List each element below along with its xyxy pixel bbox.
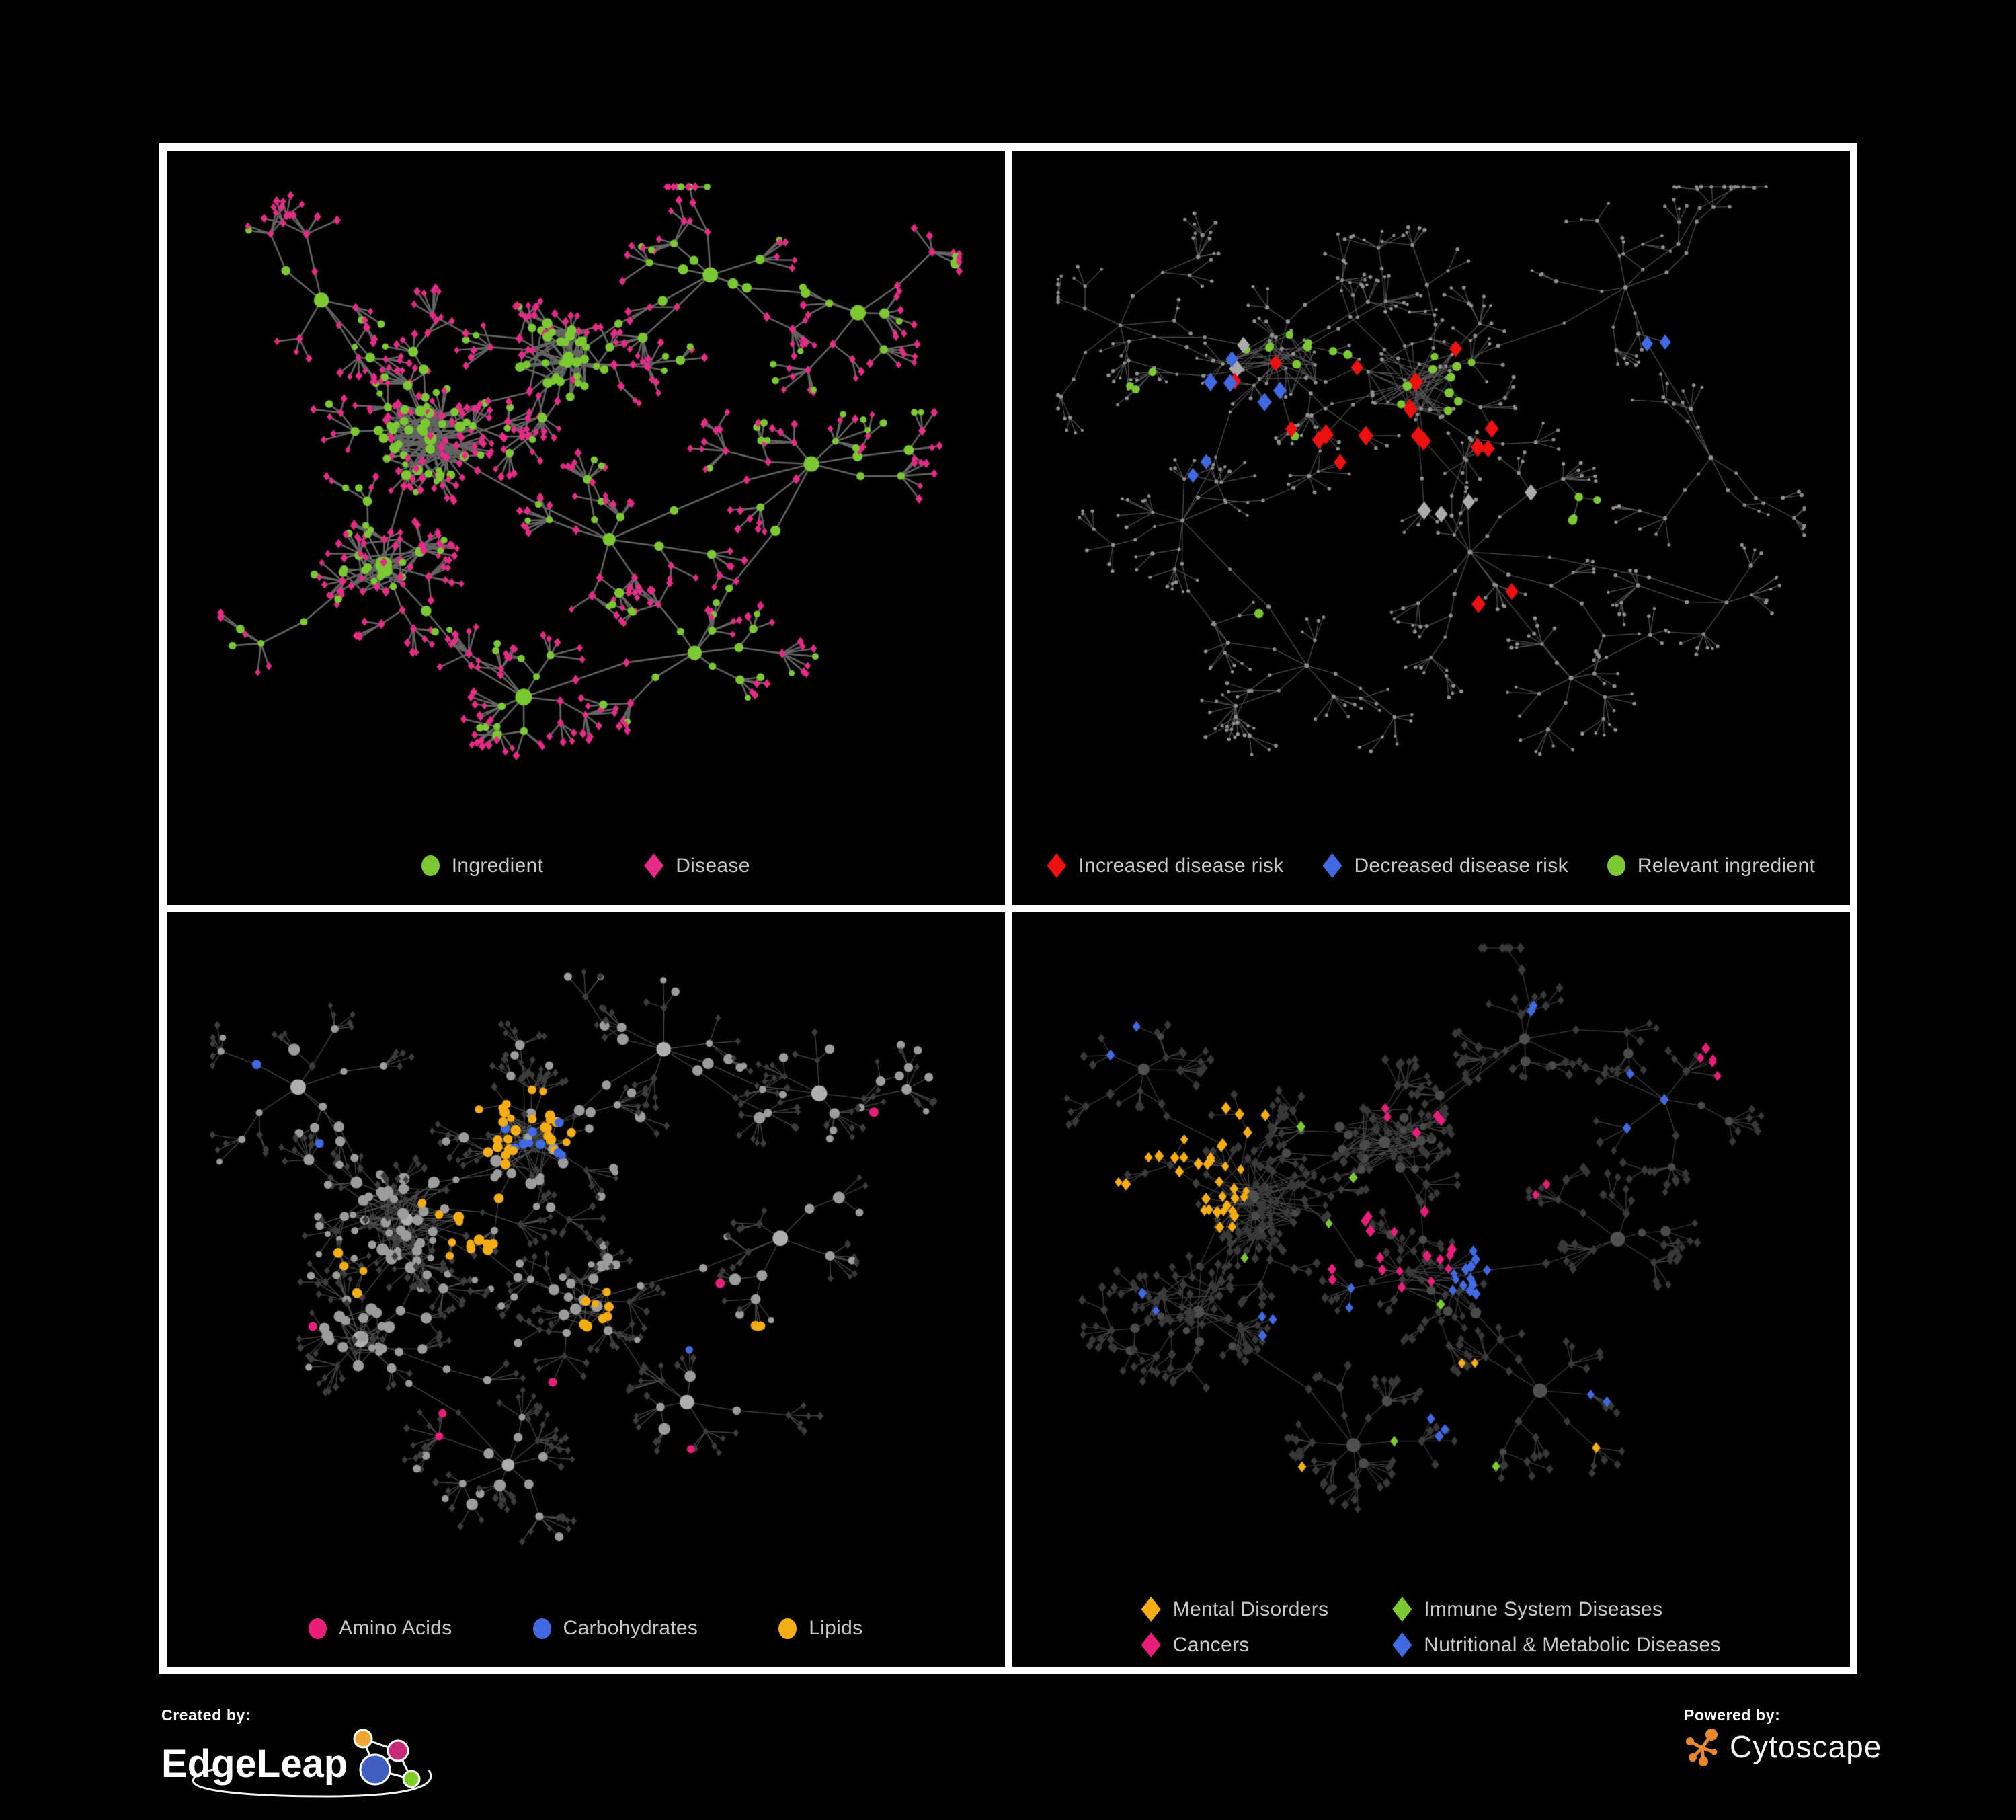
edgeleap-swoosh (192, 1768, 432, 1798)
cytoscape-wordmark: Cytoscape (1730, 1729, 1882, 1764)
legend-label-mental-disorders: Mental Disorders (1172, 1597, 1329, 1620)
panel-grid: Ingredient Disease Increased disease ris… (159, 143, 1857, 1674)
cancers-diamond-icon (1141, 1632, 1161, 1657)
legend-item-nutritional-metabolic: Nutritional & Metabolic Diseases (1392, 1632, 1720, 1657)
edgeleap-pink-node (387, 1739, 409, 1762)
legend-label-cancers: Cancers (1172, 1633, 1250, 1656)
carbohydrates-circle-icon (532, 1618, 551, 1639)
legend-disease-risk: Increased disease risk Decreased disease… (1012, 853, 1851, 878)
legend-item-disease: Disease (644, 853, 750, 878)
mental-disorders-diamond-icon (1141, 1597, 1161, 1622)
edgeleap-wordmark: EdgeLeap (161, 1742, 348, 1786)
edgeleap-logo: EdgeLeap (161, 1729, 432, 1798)
legend-item-ingredient: Ingredient (421, 855, 543, 877)
ingredient-circle-icon (421, 855, 440, 876)
legend-item-immune-diseases: Immune System Diseases (1392, 1597, 1662, 1622)
legend-label-nutritional-metabolic: Nutritional & Metabolic Diseases (1424, 1633, 1721, 1656)
legend-label-relevant-ingredient: Relevant ingredient (1637, 854, 1816, 877)
panel-ingredient-disease: Ingredient Disease (167, 151, 1005, 905)
increased-risk-diamond-icon (1047, 853, 1067, 878)
panel-disease-categories: Mental Disorders Immune System Diseases … (1012, 912, 1850, 1667)
legend-item-decreased-risk: Decreased disease risk (1322, 853, 1568, 878)
legend-macronutrients: Amino Acids Carbohydrates Lipids (167, 1617, 1005, 1640)
decreased-risk-diamond-icon (1322, 853, 1342, 878)
panel-macronutrients: Amino Acids Carbohydrates Lipids (167, 912, 1005, 1667)
cytoscape-logo-icon (1686, 1729, 1718, 1766)
nutritional-metabolic-diamond-icon (1392, 1632, 1412, 1657)
legend-item-mental-disorders: Mental Disorders (1141, 1597, 1329, 1622)
network-canvas-macronutrients (167, 912, 1005, 1667)
legend-item-lipids: Lipids (778, 1617, 862, 1640)
lipids-circle-icon (778, 1618, 797, 1639)
network-canvas-disease-categories (1012, 912, 1850, 1667)
legend-item-cancers: Cancers (1141, 1632, 1250, 1657)
legend-label-increased-risk: Increased disease risk (1078, 854, 1284, 877)
network-canvas-ingredient-disease (167, 151, 1005, 905)
relevant-ingredient-circle-icon (1607, 855, 1625, 876)
edgeleap-blue-node (359, 1753, 391, 1786)
legend-label-amino-acids: Amino Acids (339, 1617, 452, 1639)
legend-ingredient-disease: Ingredient Disease (167, 853, 1005, 878)
legend-item-amino-acids: Amino Acids (309, 1617, 452, 1640)
edgeleap-credit: Created by: EdgeLeap (161, 1706, 450, 1802)
amino-acids-circle-icon (309, 1618, 327, 1639)
cytoscape-credit: Powered by: Cytoscape (1684, 1706, 1882, 1766)
edgeleap-network-icon (353, 1729, 421, 1788)
created-by-caption: Created by: (161, 1706, 251, 1724)
edgeleap-orange-node (353, 1729, 373, 1749)
legend-label-immune-diseases: Immune System Diseases (1424, 1597, 1663, 1620)
panel-disease-risk: Increased disease risk Decreased disease… (1012, 151, 1851, 905)
legend-item-carbohydrates: Carbohydrates (532, 1617, 698, 1640)
legend-label-lipids: Lipids (809, 1617, 863, 1639)
legend-label-decreased-risk: Decreased disease risk (1354, 854, 1568, 877)
legend-item-increased-risk: Increased disease risk (1047, 853, 1283, 878)
legend-item-relevant-ingredient: Relevant ingredient (1607, 855, 1815, 877)
powered-by-caption: Powered by: (1684, 1706, 1781, 1724)
disease-diamond-icon (644, 853, 664, 878)
immune-diseases-diamond-icon (1392, 1597, 1412, 1622)
edgeleap-green-node (402, 1770, 421, 1788)
legend-disease-categories: Mental Disorders Immune System Diseases … (1141, 1597, 1721, 1657)
network-canvas-disease-risk (1012, 151, 1850, 905)
legend-label-disease: Disease (676, 854, 750, 877)
legend-label-ingredient: Ingredient (451, 854, 544, 877)
legend-label-carbohydrates: Carbohydrates (563, 1617, 698, 1639)
